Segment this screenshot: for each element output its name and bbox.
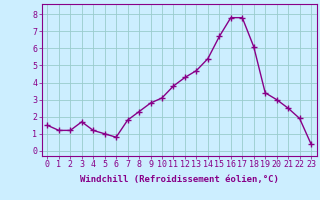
X-axis label: Windchill (Refroidissement éolien,°C): Windchill (Refroidissement éolien,°C) bbox=[80, 175, 279, 184]
